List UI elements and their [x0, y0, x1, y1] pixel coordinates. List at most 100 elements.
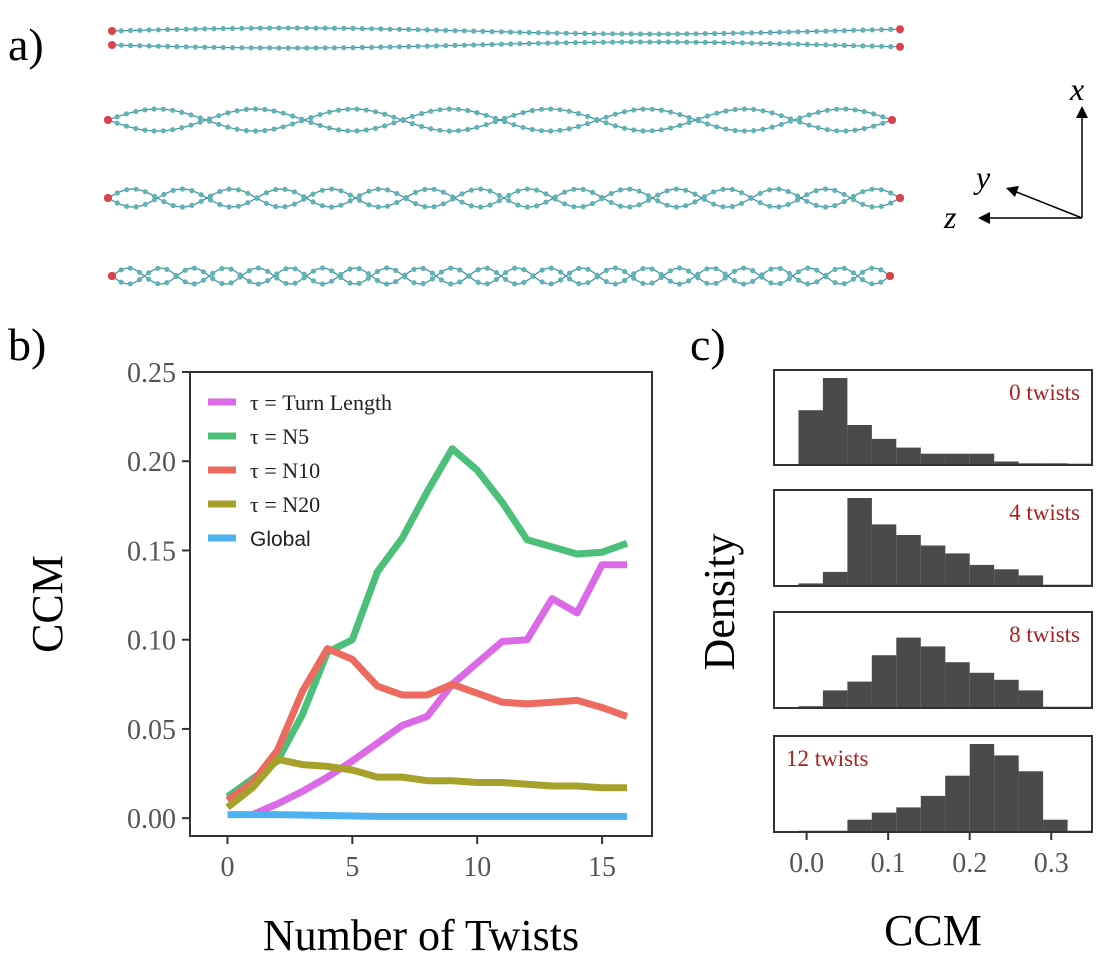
- bead: [712, 30, 718, 37]
- bead: [741, 265, 747, 271]
- bead: [805, 281, 811, 287]
- bead: [420, 281, 426, 287]
- bead: [347, 266, 353, 272]
- bead: [674, 31, 681, 37]
- bead: [317, 122, 323, 128]
- bead: [179, 204, 186, 210]
- bead: [182, 267, 188, 273]
- bead: [888, 26, 894, 32]
- bead: [869, 265, 875, 271]
- bead: [273, 203, 279, 210]
- bead: [468, 187, 474, 193]
- bead: [741, 128, 748, 134]
- strand-end-bead: [108, 41, 116, 49]
- bead: [366, 202, 372, 208]
- bead: [484, 265, 490, 271]
- bead: [731, 278, 738, 284]
- bead: [322, 45, 328, 51]
- bead: [554, 30, 560, 36]
- bead: [478, 186, 484, 192]
- bead: [600, 31, 606, 37]
- bead: [721, 40, 727, 46]
- bead: [216, 121, 222, 127]
- bead: [459, 191, 465, 197]
- bead: [452, 42, 458, 49]
- bead: [422, 204, 428, 210]
- bead: [155, 281, 161, 287]
- bead: [562, 201, 568, 207]
- histogram-bar: [847, 498, 872, 586]
- bead: [280, 110, 286, 116]
- bead: [677, 122, 683, 128]
- bead: [589, 189, 596, 195]
- bead: [245, 200, 251, 206]
- bead: [118, 42, 124, 48]
- bead: [684, 39, 690, 45]
- bead: [474, 124, 480, 130]
- bead: [627, 204, 633, 210]
- bead: [603, 120, 609, 126]
- bead: [350, 45, 356, 51]
- bead: [767, 187, 773, 193]
- bead: [757, 200, 763, 206]
- bead: [319, 281, 326, 287]
- bead: [459, 199, 465, 205]
- bead: [548, 281, 554, 287]
- bead: [704, 113, 711, 119]
- bead: [859, 277, 866, 283]
- ccm-histogram-stack: 0 twists 4 twists 8 twists 12 twists 0.0 0.1 0…: [695, 369, 1093, 955]
- bead: [363, 107, 369, 113]
- bead: [207, 193, 214, 199]
- bead: [283, 266, 289, 272]
- bead: [741, 106, 748, 112]
- bead: [292, 280, 298, 286]
- bead: [640, 266, 646, 272]
- histogram-bar: [822, 378, 848, 465]
- x-axis-title: CCM: [884, 906, 982, 955]
- bead: [673, 186, 680, 192]
- bead: [276, 25, 282, 31]
- bead: [539, 267, 545, 273]
- bead: [341, 25, 347, 31]
- bead: [850, 270, 857, 276]
- bead: [515, 188, 521, 194]
- bead: [655, 192, 661, 198]
- bead: [526, 40, 532, 47]
- bead: [301, 275, 307, 281]
- bead: [580, 204, 586, 210]
- bead: [406, 43, 412, 50]
- histogram-bar: [994, 755, 1019, 832]
- bead: [226, 204, 232, 210]
- bead: [572, 40, 579, 46]
- bead: [704, 121, 711, 127]
- bead: [508, 41, 514, 47]
- bead: [243, 106, 249, 112]
- bead: [498, 41, 504, 47]
- y-axis-letter: y: [973, 159, 991, 195]
- bead: [880, 120, 886, 126]
- bead: [797, 115, 803, 121]
- bead: [310, 278, 316, 284]
- x-tick-label: 0.1: [871, 848, 906, 879]
- bead: [142, 107, 148, 113]
- bead: [695, 275, 701, 281]
- bead: [369, 44, 375, 50]
- bead: [431, 204, 437, 210]
- bead: [665, 31, 671, 37]
- bead: [487, 188, 493, 194]
- bead: [692, 199, 698, 205]
- bead: [878, 267, 884, 273]
- bead: [711, 201, 717, 207]
- strand-end-bead: [886, 272, 894, 280]
- bead: [776, 204, 782, 210]
- bead: [285, 45, 291, 51]
- bead: [572, 30, 579, 36]
- bead: [387, 44, 393, 50]
- bead: [188, 112, 194, 118]
- histogram-bar: [896, 447, 921, 465]
- bead: [640, 106, 646, 112]
- bead: [478, 204, 484, 210]
- bead: [548, 128, 554, 134]
- bead: [317, 112, 323, 118]
- bead: [508, 29, 514, 35]
